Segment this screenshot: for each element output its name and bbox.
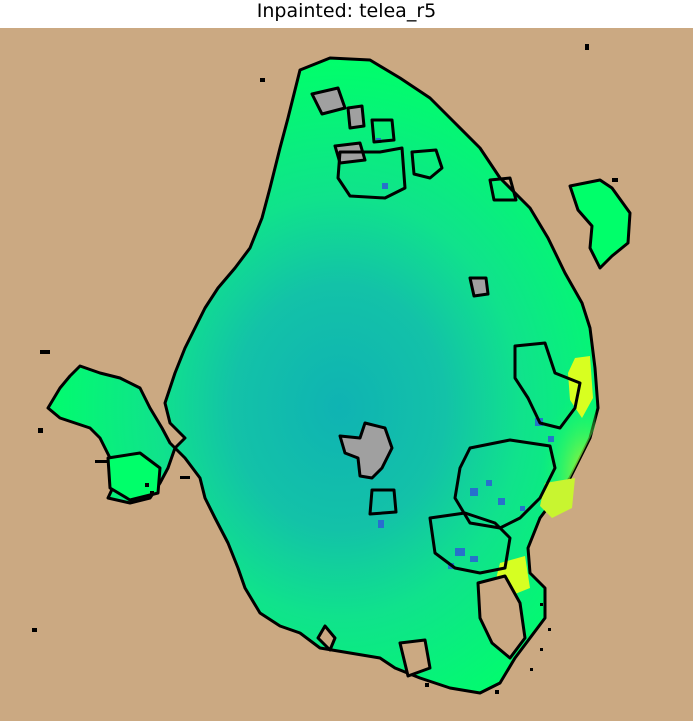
land-lobe-south-2 (398, 638, 432, 678)
yellow-patch-southeast (540, 478, 575, 518)
island-ne-1 (410, 148, 444, 180)
map-svg (32, 44, 632, 695)
west-fragment (106, 451, 162, 502)
south-land-lobes (316, 574, 527, 678)
coast-specks (32, 44, 618, 694)
east-island (568, 178, 632, 270)
island-n-3 (336, 146, 407, 200)
inpainted-map-image (0, 28, 693, 721)
island-south-center (368, 488, 398, 516)
gray-island-north-1 (310, 86, 347, 116)
gray-islands (310, 86, 490, 480)
east-bay-tint (470, 333, 598, 568)
outlined-islands (336, 118, 582, 575)
land-lobe-south-3 (316, 624, 337, 652)
gray-island-north-2 (346, 104, 366, 130)
figure-title: Inpainted: telea_r5 (256, 0, 437, 22)
land-lobe-south-1 (476, 574, 527, 660)
east-inlet-1 (513, 341, 582, 430)
island-east-edge (488, 176, 518, 202)
southeast-inlet (453, 438, 557, 530)
south-inlet (428, 511, 512, 575)
island-n-2 (370, 118, 396, 144)
gray-island-center (338, 421, 394, 480)
gray-island-east-small (468, 276, 490, 298)
